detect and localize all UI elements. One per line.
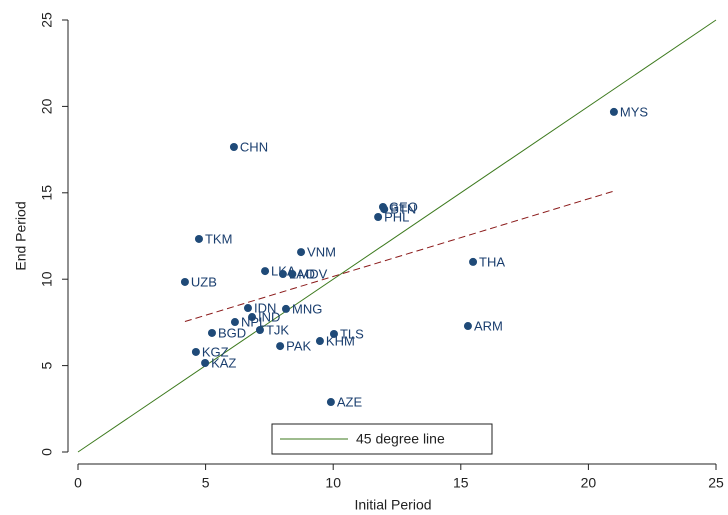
point-label: TJK bbox=[266, 322, 289, 337]
y-tick-label: 5 bbox=[39, 361, 55, 369]
point bbox=[609, 107, 618, 116]
point-label: PAK bbox=[286, 339, 311, 354]
point bbox=[194, 234, 203, 243]
point bbox=[326, 398, 335, 407]
point-label: KAZ bbox=[211, 355, 236, 370]
point bbox=[329, 329, 338, 338]
point bbox=[463, 322, 472, 331]
x-tick-label: 25 bbox=[708, 475, 724, 491]
point bbox=[278, 270, 287, 279]
x-tick-label: 20 bbox=[581, 475, 597, 491]
point-label: IDN bbox=[254, 300, 276, 315]
point bbox=[243, 304, 252, 313]
point bbox=[230, 318, 239, 327]
point-label: TLS bbox=[340, 326, 364, 341]
point bbox=[191, 347, 200, 356]
x-tick-label: 5 bbox=[202, 475, 210, 491]
point-label: BGD bbox=[218, 325, 246, 340]
reference-line bbox=[77, 19, 717, 453]
point bbox=[469, 257, 478, 266]
point bbox=[297, 248, 306, 257]
x-tick-label: 15 bbox=[453, 475, 469, 491]
point-label: ARM bbox=[474, 318, 503, 333]
point bbox=[281, 304, 290, 313]
y-tick-label: 20 bbox=[39, 98, 55, 114]
point bbox=[201, 359, 210, 368]
point-label: TKM bbox=[205, 231, 232, 246]
point-label: KGZ bbox=[202, 344, 229, 359]
point bbox=[255, 326, 264, 335]
x-axis-label: Initial Period bbox=[354, 497, 431, 513]
point-label: BTN bbox=[390, 202, 416, 217]
point bbox=[229, 143, 238, 152]
point-label: VNM bbox=[307, 245, 336, 260]
point-label: IND bbox=[258, 309, 280, 324]
x-tick-label: 10 bbox=[325, 475, 341, 491]
y-tick-label: 0 bbox=[39, 448, 55, 456]
point-label: CHN bbox=[240, 139, 268, 154]
point bbox=[374, 212, 383, 221]
point-label: MYS bbox=[620, 104, 649, 119]
point-label: PHL bbox=[384, 209, 409, 224]
point-label: KHM bbox=[326, 333, 355, 348]
point-label: AZE bbox=[337, 394, 363, 409]
point bbox=[261, 267, 270, 276]
point bbox=[276, 342, 285, 351]
point bbox=[248, 313, 257, 322]
point bbox=[180, 277, 189, 286]
point-label: UZB bbox=[191, 274, 217, 289]
point-label: MDV bbox=[298, 266, 327, 281]
point-label: GEO bbox=[389, 199, 418, 214]
point-label: MNG bbox=[292, 301, 322, 316]
y-tick-label: 10 bbox=[39, 271, 55, 287]
point bbox=[380, 205, 389, 214]
y-axis-label: End Period bbox=[13, 201, 29, 270]
point-label: LAO bbox=[289, 266, 315, 281]
legend-label: 45 degree line bbox=[356, 431, 445, 447]
point-label: NPL bbox=[241, 314, 266, 329]
y-tick-label: 25 bbox=[39, 12, 55, 28]
point bbox=[207, 328, 216, 337]
point-label: THA bbox=[479, 254, 505, 269]
x-tick-label: 0 bbox=[74, 475, 82, 491]
y-tick-label: 15 bbox=[39, 185, 55, 201]
fit-line bbox=[184, 190, 615, 323]
point bbox=[288, 270, 297, 279]
point bbox=[315, 337, 324, 346]
